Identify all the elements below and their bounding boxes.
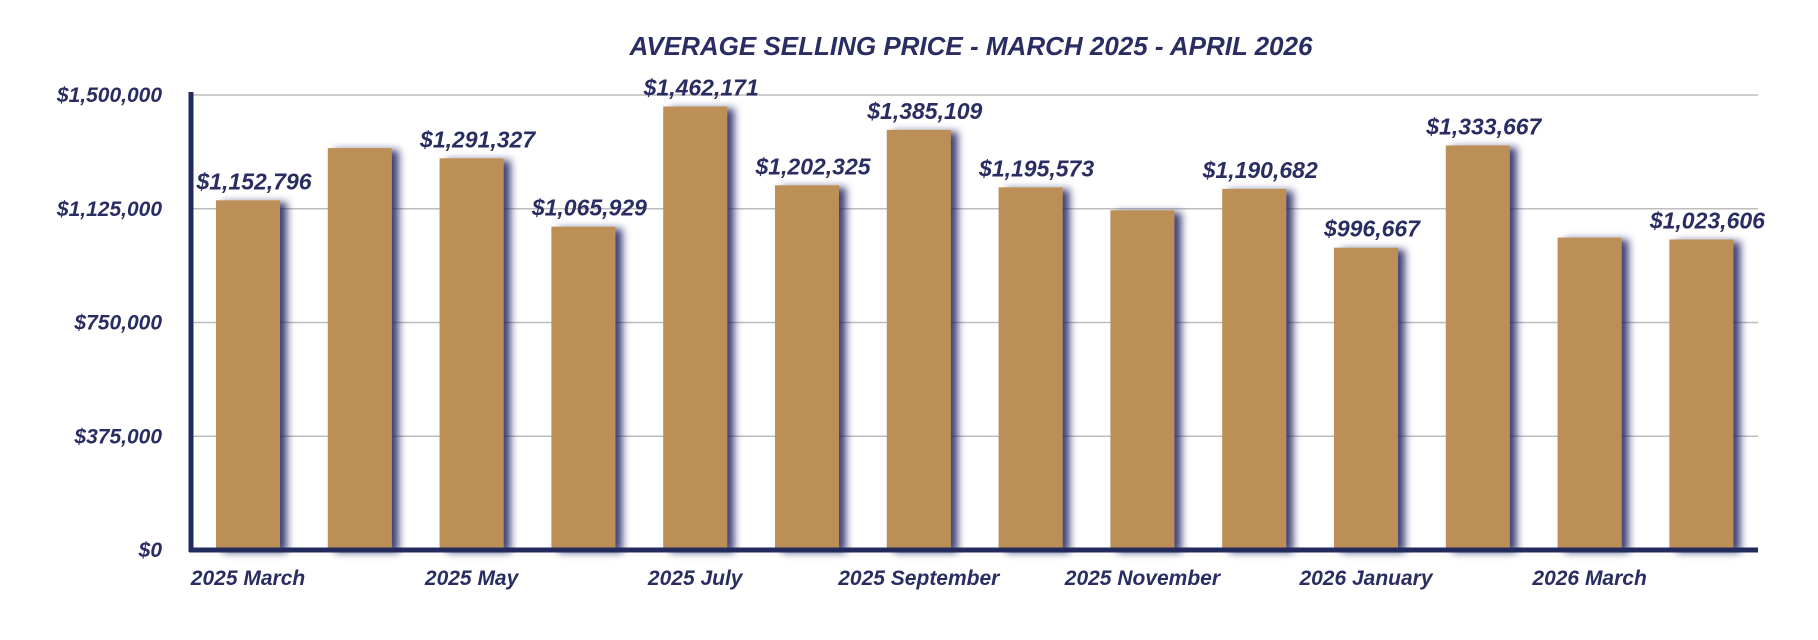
data-label: $1,333,667 (1425, 113, 1542, 139)
bar (663, 106, 728, 551)
bar (998, 187, 1063, 551)
bar (327, 148, 392, 551)
data-label: $1,195,573 (978, 155, 1094, 181)
chart-title: AVERAGE SELLING PRICE - MARCH 2025 - APR… (629, 31, 1313, 61)
bar (1669, 239, 1734, 551)
data-labels: $1,152,796 $1,291,327 $1,065,929 $1,462,171… (195, 74, 1765, 241)
bar (1334, 247, 1398, 550)
data-label: $1,291,327 (419, 126, 536, 152)
bar (551, 226, 616, 550)
x-tick-label: 2026 March (1531, 567, 1646, 590)
bar (1445, 145, 1510, 550)
data-label: $1,202,325 (754, 153, 871, 179)
y-axis-ticks: $0 $375,000 $750,000 $1,125,000 $1,500,000 (56, 84, 162, 562)
x-axis-ticks: 2025 March 2025 May 2025 July 2025 Septembe… (190, 567, 1647, 590)
x-tick-label: 2025 May (424, 567, 520, 590)
x-tick-label: 2026 January (1298, 567, 1433, 590)
y-tick-label: $0 (138, 539, 163, 562)
data-label: $1,385,109 (866, 98, 982, 124)
bar (216, 200, 280, 550)
x-tick-label: 2025 July (647, 567, 744, 590)
bar (886, 129, 951, 550)
x-tick-label: 2025 November (1064, 567, 1222, 590)
bar (775, 185, 839, 551)
data-label: $1,462,171 (643, 74, 759, 100)
bar (439, 158, 504, 550)
data-label: $1,152,796 (195, 168, 311, 194)
bars (216, 106, 1734, 551)
data-label: $1,023,606 (1649, 208, 1765, 234)
y-tick-label: $750,000 (73, 312, 162, 335)
y-tick-label: $1,500,000 (56, 84, 162, 107)
data-label: $996,667 (1323, 216, 1421, 242)
y-tick-label: $1,125,000 (56, 198, 162, 221)
data-label: $1,065,929 (531, 195, 647, 221)
x-tick-label: 2025 September (837, 567, 1001, 590)
bar (1557, 237, 1622, 551)
bar (1222, 188, 1287, 550)
axes (188, 92, 1758, 553)
y-tick-label: $375,000 (73, 425, 162, 448)
x-tick-label: 2025 March (190, 567, 305, 590)
data-label: $1,190,682 (1202, 157, 1318, 183)
bar (1110, 210, 1175, 550)
